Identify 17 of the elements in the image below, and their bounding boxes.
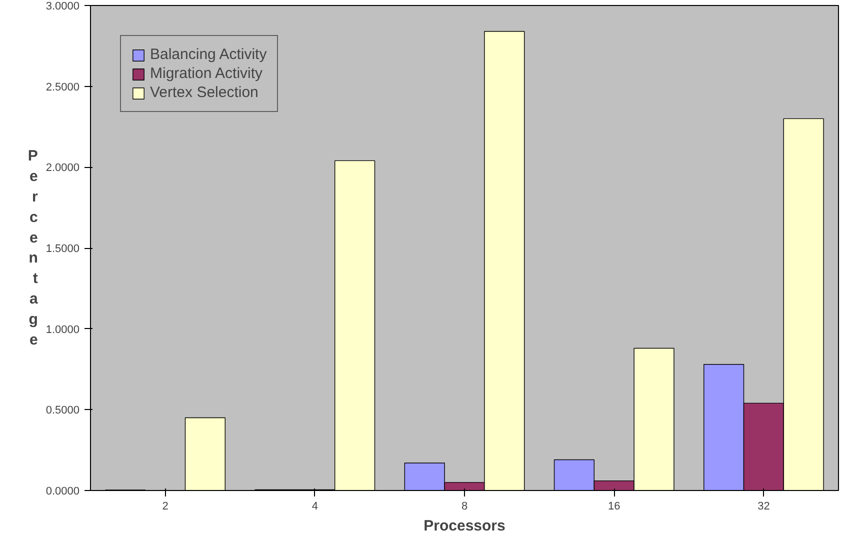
- legend-label: Balancing Activity: [150, 46, 267, 63]
- y-tick-label: 0.0000: [46, 486, 80, 498]
- legend-label: Vertex Selection: [150, 84, 258, 101]
- y-tick-label: 1.0000: [46, 324, 80, 336]
- y-tick-label: 0.5000: [46, 404, 80, 417]
- y-tick-label: 2.5000: [46, 81, 80, 94]
- y-tick-label: 1.5000: [46, 243, 80, 255]
- x-axis-title: Processors: [424, 518, 506, 534]
- legend-label: Migration Activity: [150, 65, 263, 82]
- y-tick-label: 3.0000: [46, 0, 80, 12]
- x-tick-label: 8: [461, 500, 468, 512]
- y-tick-label: 2.0000: [46, 162, 80, 174]
- text: Percentage: [28, 148, 38, 348]
- x-tick-label: 16: [608, 500, 620, 512]
- x-tick-label: 2: [162, 500, 168, 512]
- x-tick-label: 32: [758, 500, 770, 512]
- x-tick-label: 4: [312, 500, 318, 512]
